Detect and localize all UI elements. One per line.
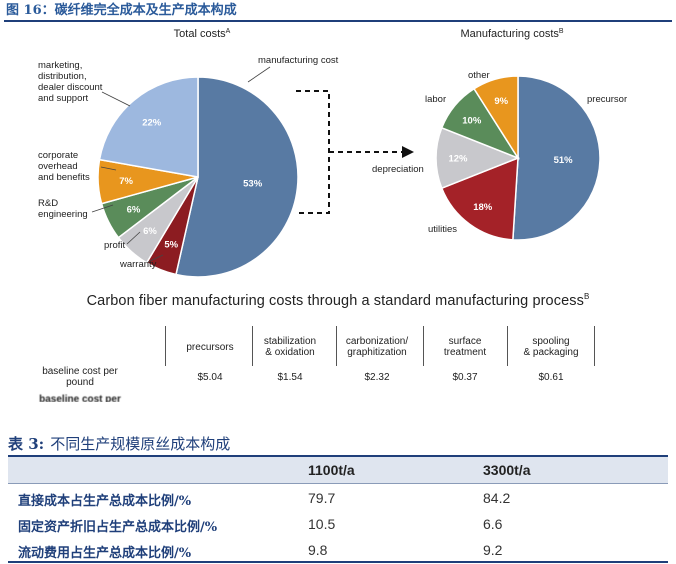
slice-value-label: 5%	[164, 239, 178, 250]
table1-column-header: surface treatment	[443, 336, 487, 358]
table1-divider	[165, 326, 166, 366]
table3-cell: 84.2	[483, 490, 511, 506]
pie-slice-marketing-distribution-dealer-discount-and-support	[98, 76, 199, 178]
leader-line	[126, 231, 141, 245]
manufacturing-costs-pie: 51% 18% 12% 10% 9%	[435, 75, 601, 241]
label-utilities: utilities	[428, 224, 457, 235]
cost-table: precursors stabilization & oxidation carbon…	[0, 322, 676, 402]
label-precursor: precursor	[587, 94, 627, 105]
table3-title: 表 3: 不同生产规模原丝成本构成	[8, 433, 668, 457]
slice-value-label: 10%	[462, 115, 482, 126]
total-costs-pie: 53% 5% 6%6% 7% 22%	[97, 76, 299, 278]
table3-cell: 9.2	[483, 542, 503, 558]
arrowhead	[402, 146, 414, 158]
dashed-bracket	[296, 90, 330, 214]
table1-title-text: Carbon fiber manufacturing costs through…	[86, 292, 584, 309]
table3-cell: 79.7	[308, 490, 336, 506]
table1-row-label: baseline cost per pound	[42, 366, 118, 388]
table3-header-1100: 1100t/a	[308, 462, 355, 478]
slice-value-label: 12%	[448, 154, 468, 165]
table1-title: Carbon fiber manufacturing costs through…	[0, 292, 676, 309]
label-corporate-overhead: corporate overhead and benefits	[38, 150, 90, 183]
table3-row: 固定资产折旧占生产总成本比例/% 10.5 6.6	[8, 512, 668, 538]
table3-title-text: 不同生产规模原丝成本构成	[50, 435, 231, 453]
table1-column-header: stabilization & oxidation	[263, 336, 317, 358]
table3-cell: 6.6	[483, 516, 503, 532]
label-labor: labor	[425, 94, 446, 105]
table1-cell: $0.61	[538, 372, 564, 383]
label-marketing: marketing, distribution, dealer discount an…	[38, 60, 103, 104]
label-rnd-engineering: R&D engineering	[38, 198, 88, 220]
table3-row-label: 固定资产折旧占生产总成本比例/%	[18, 520, 218, 535]
leader-line	[247, 66, 271, 83]
slice-value-label: 6%	[127, 204, 141, 215]
slice-value-label: 53%	[243, 179, 263, 190]
leader-line	[101, 91, 131, 107]
pie-charts-area: 53% 5% 6%6% 7% 22% 51% 18% 12% 10% 9% Total cost…	[38, 28, 627, 278]
table1-cell: $5.04	[197, 372, 223, 383]
table3-row-label: 直接成本占生产总成本比例/%	[18, 494, 192, 509]
table1-divider	[252, 326, 253, 366]
total-costs-title: Total costsA	[174, 28, 231, 40]
pie-slice-utilities	[440, 156, 519, 241]
pie-annotations: Total costsA Manufacturing costsB marketin…	[38, 28, 627, 270]
slice-value-label: 18%	[473, 202, 493, 213]
pie-slice-manufacturing-cost	[175, 76, 299, 278]
table1-divider	[336, 326, 337, 366]
slice-value-label: 7%	[119, 176, 133, 187]
figure-title: 图 16：碳纤维完全成本及生产成本构成	[4, 2, 672, 22]
leader-line	[100, 166, 117, 171]
table3-header-3300: 3300t/a	[483, 462, 531, 478]
leader-line	[147, 254, 164, 263]
table1-divider	[507, 326, 508, 366]
label-warranty: warranty	[119, 259, 157, 270]
pie-slice-depreciation	[435, 126, 521, 190]
table3-row-label: 流动费用占生产总成本比例/%	[18, 546, 192, 561]
table1-column-header: precursors	[186, 342, 234, 353]
slice-value-label: 51%	[554, 155, 574, 166]
table3-row: 流动费用占生产总成本比例/% 9.8 9.2	[8, 538, 668, 564]
table1-column-header: carbonization/graphitization	[345, 336, 409, 358]
table3-header-row: 1100t/a 3300t/a	[8, 457, 668, 484]
table1-cell: $2.32	[364, 372, 390, 383]
table1-cell: $0.37	[452, 372, 478, 383]
table1-row-label: baseline cost per	[39, 394, 121, 402]
table1-title-superscript: B	[583, 292, 590, 301]
table3-cell: 9.8	[308, 542, 328, 558]
slice-value-label: 6%	[143, 226, 157, 237]
pie-slice-other	[473, 75, 519, 161]
table1-divider	[423, 326, 424, 366]
table3-row: 直接成本占生产总成本比例/% 79.7 84.2	[8, 486, 668, 512]
table3-number: 表 3:	[8, 435, 45, 453]
label-other: other	[468, 70, 490, 81]
table3-cell: 10.5	[308, 516, 336, 532]
leader-line	[91, 204, 114, 213]
slice-value-label: 9%	[494, 96, 508, 107]
label-manufacturing-cost: manufacturing cost	[258, 55, 339, 66]
table1-cell: $1.54	[277, 372, 303, 383]
label-depreciation: depreciation	[372, 164, 424, 175]
slice-value-label: 22%	[142, 117, 162, 128]
table1-divider	[594, 326, 595, 366]
table1-column-header: spooling & packaging	[523, 336, 579, 358]
manufacturing-costs-title: Manufacturing costsB	[460, 28, 563, 40]
table3-bottom-rule	[8, 561, 668, 563]
pie-slice-precursor	[512, 75, 601, 241]
label-profit: profit	[104, 240, 125, 251]
